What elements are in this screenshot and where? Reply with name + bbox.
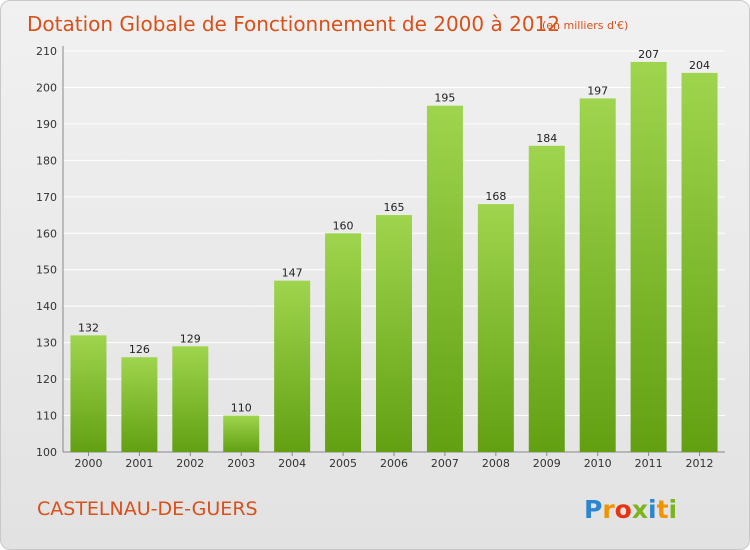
bar-2010 [579,98,616,453]
value-label: 132 [78,321,99,334]
x-tick-label: 2004 [278,457,306,470]
y-tick-label: 130 [36,337,57,350]
bar-2005 [325,233,362,452]
value-label: 197 [587,84,608,97]
x-tick-label: 2009 [533,457,561,470]
bar-2006 [376,215,412,452]
x-tick-label: 2012 [686,457,714,470]
value-label: 160 [333,219,354,232]
y-tick-label: 160 [36,227,57,240]
value-label: 207 [638,48,659,61]
x-tick-label: 2005 [329,457,357,470]
location-name: CASTELNAU-DE-GUERS [37,498,258,520]
y-tick-label: 140 [36,300,57,313]
bar-2004 [274,280,311,452]
bar-2001 [121,357,158,452]
y-tick-label: 120 [36,373,57,386]
x-tick-labels: 2000 2001 2002 2003 2004 2005 2006 2007 2008 2009… [74,457,713,470]
logo-letter: i [669,495,678,524]
x-tick-label: 2001 [125,457,153,470]
x-tick-label: 2007 [431,457,459,470]
y-tick-label: 100 [36,446,57,459]
logo-letter: o [615,495,632,524]
x-tick-label: 2010 [584,457,612,470]
value-label: 110 [231,402,252,415]
y-tick-label: 110 [36,410,57,423]
value-label: 195 [434,92,455,105]
x-tick-label: 2008 [482,457,510,470]
bar-2002 [172,346,209,452]
logo-letter: t [657,495,669,524]
y-tick-label: 150 [36,264,57,277]
bars [70,61,718,453]
y-tick-label: 210 [36,45,57,58]
logo-letter: P [584,495,602,524]
value-label: 129 [180,332,201,345]
bar-2008 [477,204,514,452]
value-label: 126 [129,343,150,356]
x-tick-label: 2000 [74,457,102,470]
chart-title: Dotation Globale de Fonctionnement de 20… [27,12,560,36]
value-label: 168 [485,190,506,203]
y-tick-label: 190 [36,118,57,131]
bar-2000 [70,335,107,452]
chart-subtitle: (en milliers d'€) [542,19,628,32]
x-tick-label: 2006 [380,457,408,470]
bar-2012 [681,72,718,452]
bar-2009 [528,145,565,453]
y-tick-label: 200 [36,81,57,94]
x-tick-label: 2002 [176,457,204,470]
value-label: 165 [384,201,405,214]
value-label: 147 [282,267,303,280]
logo-letter: i [648,495,657,524]
y-tick-label: 180 [36,154,57,167]
value-label: 204 [689,59,710,72]
bar-2011 [630,61,667,452]
value-label: 184 [536,132,557,145]
y-tick-labels: 100 110 120 130 140 150 160 170 180 190 200 210 [36,45,57,459]
bar-2003 [223,415,260,452]
y-tick-label: 170 [36,191,57,204]
logo-letter: r [602,495,615,524]
logo-letter: x [632,495,648,524]
x-tick-label: 2011 [635,457,663,470]
value-labels: 132 126 129 110 147 160 165 195 168 184 197 207 204 [78,48,710,415]
proxiti-logo: Proxiti [584,495,677,524]
x-tick-label: 2003 [227,457,255,470]
bar-2007 [426,105,463,452]
